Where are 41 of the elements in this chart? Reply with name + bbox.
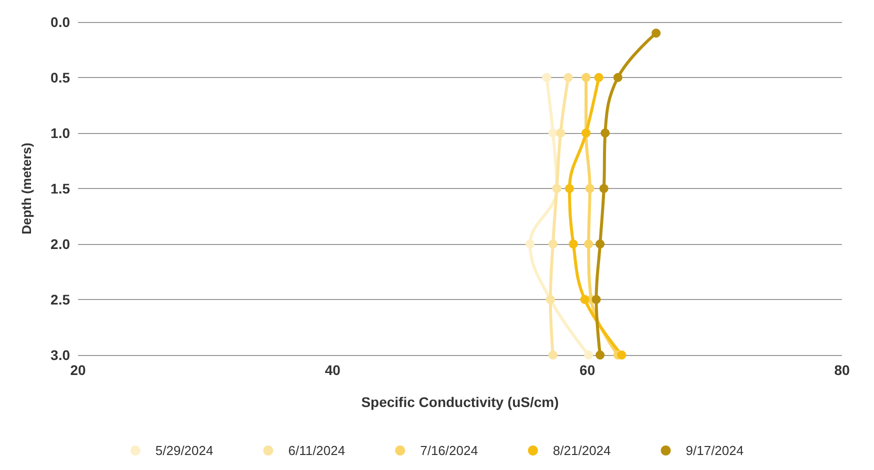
y-axis-title: Depth (meters) <box>19 142 34 234</box>
point <box>568 240 578 248</box>
point <box>526 240 535 248</box>
point <box>542 73 552 82</box>
point <box>600 128 610 138</box>
point <box>599 184 608 193</box>
x-tick-label: 60 <box>580 362 596 378</box>
point <box>594 73 604 82</box>
point <box>564 73 573 82</box>
point <box>548 350 558 360</box>
legend-label: 5/29/2024 <box>155 443 214 458</box>
y-tick-label: 1.0 <box>50 125 70 141</box>
point <box>580 295 590 304</box>
point <box>585 184 594 193</box>
x-tick-label: 20 <box>70 362 86 378</box>
legend-label: 8/21/2024 <box>552 443 611 458</box>
point <box>556 128 566 138</box>
point <box>584 350 594 360</box>
legend-label: 9/17/2024 <box>686 443 744 458</box>
point <box>596 350 605 360</box>
point <box>613 73 622 82</box>
y-tick-label: 1.5 <box>50 180 70 196</box>
legend-label: 7/16/2024 <box>420 443 478 458</box>
point <box>584 240 594 248</box>
y-tick-label: 0.0 <box>50 14 70 30</box>
point <box>565 184 574 193</box>
y-tick-label: 2.0 <box>50 236 70 252</box>
point <box>617 350 626 360</box>
x-tick-label: 40 <box>324 362 341 378</box>
point <box>548 128 558 138</box>
point <box>548 240 558 248</box>
point <box>582 73 591 82</box>
legend-label: 6/11/2024 <box>288 443 346 458</box>
y-tick-label: 2.5 <box>50 292 70 308</box>
x-axis-title: Specific Conductivity (uS/cm) <box>361 394 559 410</box>
y-tick-label: 0.5 <box>50 70 70 86</box>
point <box>652 28 661 38</box>
point <box>592 295 601 304</box>
point <box>596 240 605 248</box>
y-tick-label: 3.0 <box>50 347 70 363</box>
x-tick-label: 80 <box>834 362 850 378</box>
